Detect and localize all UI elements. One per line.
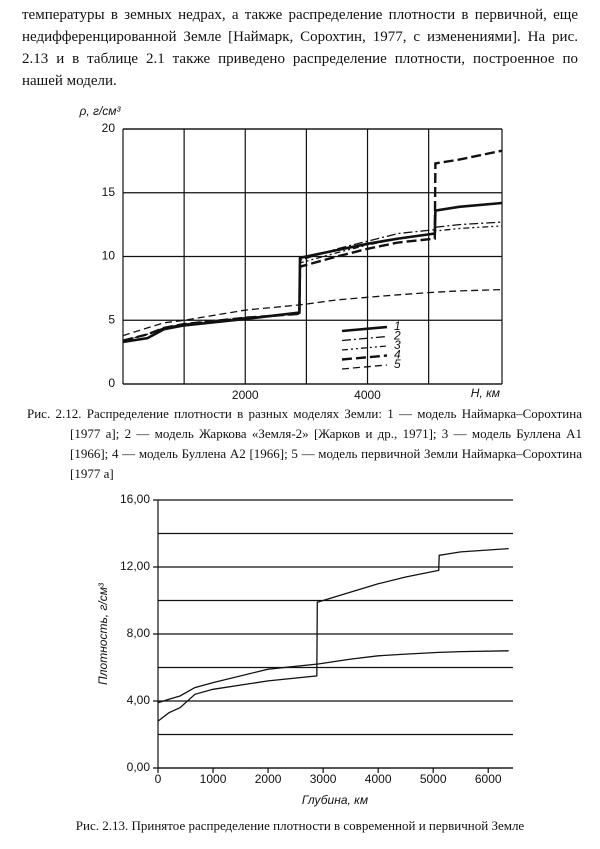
- data-line: [157, 650, 509, 704]
- y-tick-label: 15: [102, 185, 116, 199]
- y-tick-label: 4,00: [127, 693, 151, 707]
- x-tick-label: 2000: [232, 388, 259, 402]
- x-tick-label: 1000: [200, 772, 227, 786]
- legend-swatch: [341, 354, 388, 361]
- y-tick-label: 16,00: [120, 492, 150, 506]
- y-tick-label: 0: [108, 376, 115, 390]
- data-line: [122, 288, 503, 337]
- data-line: [122, 149, 503, 342]
- paragraph: температуры в земных недрах, а также рас…: [22, 7, 578, 89]
- data-line: [122, 225, 503, 342]
- legend-swatch: [341, 335, 388, 342]
- x-axis-label: H, км: [471, 386, 500, 400]
- x-tick-label: 6000: [475, 772, 502, 786]
- x-tick-label: 3000: [310, 772, 337, 786]
- x-tick-label: 2000: [255, 772, 282, 786]
- legend-swatch: [341, 345, 388, 351]
- figure-caption: Рис. 2.12. Распределение плотности в раз…: [27, 406, 582, 481]
- x-tick-label: 5000: [420, 772, 447, 786]
- legend-swatch: [341, 325, 388, 333]
- legend-swatch: [341, 364, 388, 370]
- y-axis-label: ρ, г/см³: [78, 104, 121, 118]
- legend-label: 3: [394, 338, 401, 352]
- x-tick-label: 0: [155, 772, 162, 786]
- data-line: [122, 201, 503, 344]
- figure-caption: Рис. 2.13. Принятое распределение плотно…: [75, 818, 525, 833]
- y-tick-label: 10: [102, 249, 116, 263]
- x-tick-label: 4000: [354, 388, 381, 402]
- y-tick-label: 20: [102, 121, 116, 135]
- x-tick-label: 4000: [365, 772, 392, 786]
- y-tick-label: 12,00: [120, 559, 150, 573]
- y-axis-label: Плотность, г/см³: [96, 582, 110, 685]
- y-tick-label: 0,00: [127, 760, 151, 774]
- legend-label: 5: [394, 357, 401, 371]
- y-tick-label: 5: [108, 312, 115, 326]
- data-line: [122, 221, 503, 342]
- legend-label: 2: [393, 329, 401, 343]
- x-axis-label: Глубина, км: [302, 793, 368, 807]
- data-line: [157, 547, 509, 722]
- legend-label: 4: [394, 348, 401, 362]
- y-tick-label: 8,00: [127, 626, 151, 640]
- legend-label: 1: [394, 319, 401, 333]
